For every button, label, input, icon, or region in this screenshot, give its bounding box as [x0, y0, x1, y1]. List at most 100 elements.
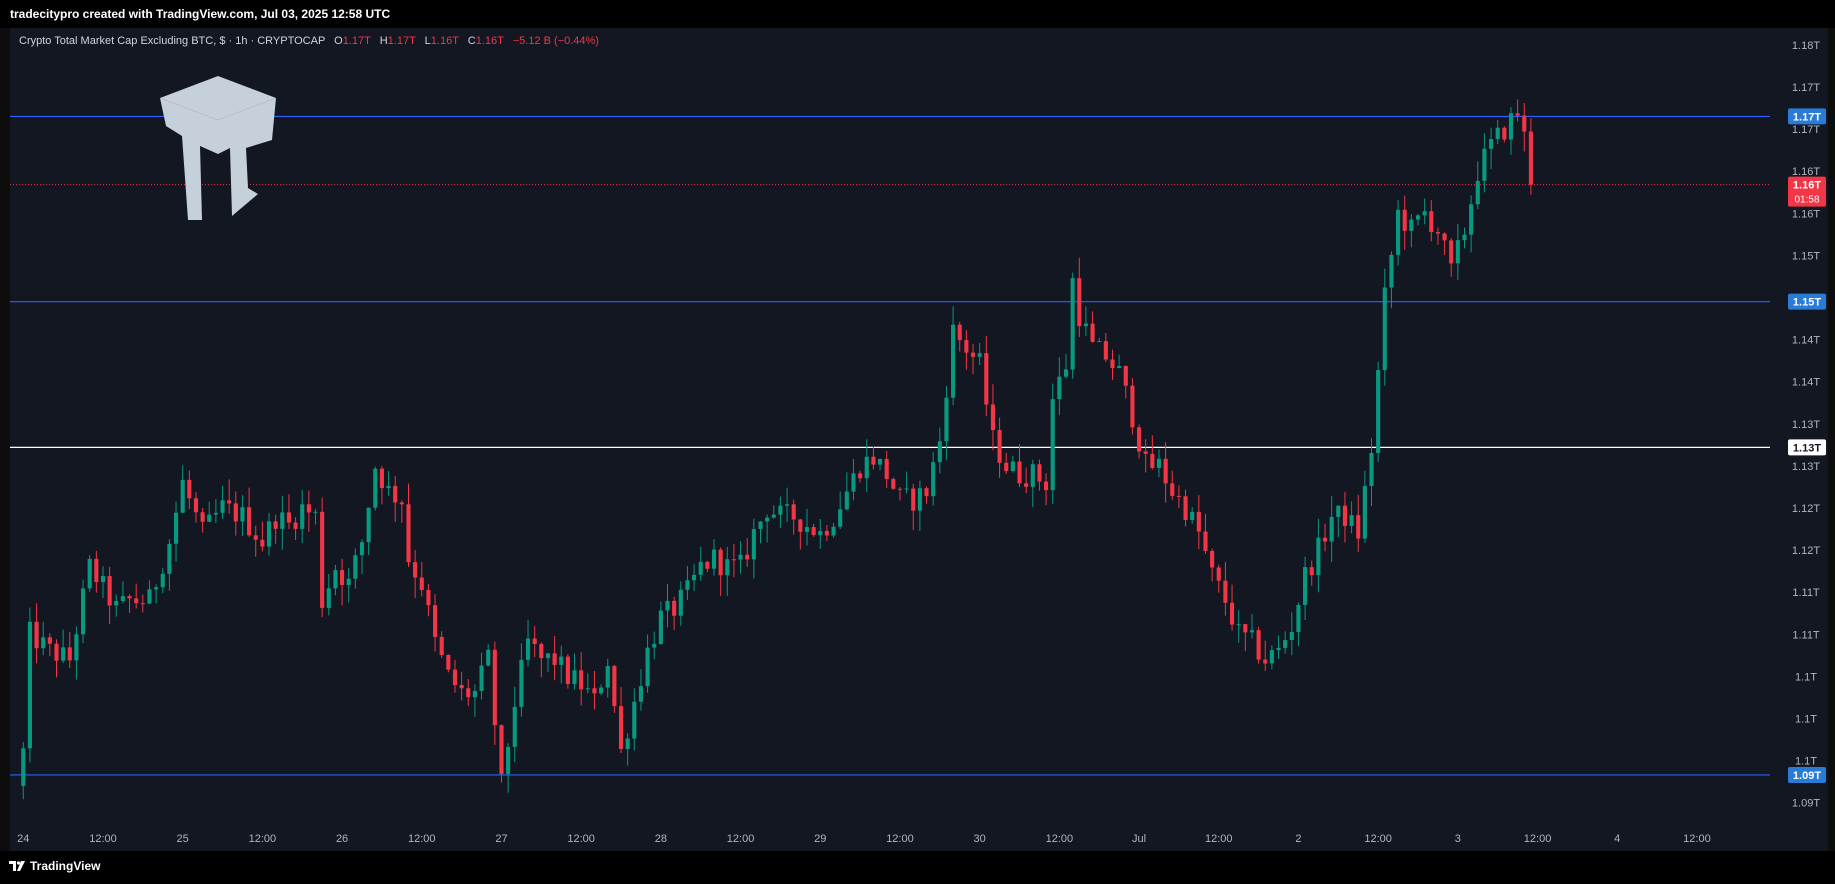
level-badge[interactable]: 1.13T — [1788, 439, 1826, 456]
candle — [745, 538, 750, 567]
candle-body — [851, 473, 856, 492]
candle-body — [751, 529, 756, 560]
candle-body — [1229, 602, 1235, 625]
candle-body — [705, 561, 710, 569]
candle-body — [1442, 233, 1447, 241]
candle-body — [731, 559, 736, 561]
candle — [359, 539, 365, 574]
level-badge[interactable]: 1.17T — [1788, 108, 1826, 125]
candle-body — [1435, 232, 1440, 234]
x-tick-label: 12:00 — [1046, 833, 1074, 845]
candle-body — [1123, 365, 1128, 386]
candle-body — [479, 665, 484, 691]
candle — [293, 517, 298, 541]
candle-body — [1469, 204, 1474, 235]
candle — [446, 654, 451, 673]
candle-body — [413, 562, 418, 578]
tradingview-brand[interactable]: TradingView — [9, 859, 100, 873]
candle-body — [1349, 515, 1354, 526]
candle — [1396, 200, 1401, 266]
candle — [678, 581, 683, 626]
last-price-badge-bg — [1788, 176, 1826, 207]
candle — [652, 631, 657, 660]
candle-body — [658, 610, 663, 644]
candle-body — [80, 588, 86, 635]
x-tick-label: 30 — [974, 833, 986, 845]
candle — [718, 547, 723, 596]
candle — [1349, 501, 1354, 534]
candle-body — [286, 512, 292, 523]
candle — [260, 521, 265, 552]
candle-body — [1044, 481, 1049, 491]
chart-area[interactable]: 1.18T1.17T1.17T1.16T1.16T1.15T1.15T1.14T… — [10, 28, 1828, 851]
candle — [472, 684, 477, 717]
x-tick-label: 12:00 — [886, 833, 914, 845]
candle-body — [1396, 209, 1401, 255]
candle-body — [1303, 567, 1308, 605]
candle — [180, 465, 185, 514]
candle-body — [240, 507, 245, 522]
candle — [306, 490, 311, 532]
candle-body — [579, 670, 584, 690]
candle-body — [1024, 483, 1029, 487]
high-key: H — [379, 35, 388, 47]
candle-body — [432, 605, 438, 637]
level-badge[interactable]: 1.09T — [1788, 766, 1826, 783]
candle — [539, 642, 544, 678]
candle-body — [187, 479, 192, 499]
candle — [565, 654, 570, 689]
candle — [127, 594, 132, 613]
candle — [1090, 311, 1095, 343]
x-tick-label: 12:00 — [1364, 833, 1392, 845]
candle — [525, 619, 531, 667]
candle — [977, 342, 982, 366]
candle — [1196, 494, 1201, 550]
candle-body — [1309, 567, 1314, 576]
candle — [1276, 635, 1281, 659]
candle-body — [811, 527, 816, 536]
candle — [213, 499, 218, 523]
candle-body — [340, 570, 345, 586]
level-badge[interactable]: 1.15T — [1788, 293, 1826, 310]
candle-body — [585, 688, 590, 690]
candle-body — [1269, 650, 1274, 664]
candle — [512, 686, 517, 762]
candle — [884, 450, 889, 488]
candle — [1482, 133, 1487, 193]
candle — [831, 522, 836, 538]
candle-body — [844, 491, 849, 510]
candle-body — [804, 527, 810, 532]
candle — [911, 483, 916, 531]
candle — [492, 641, 497, 745]
change-value: −5.12 B (−0.44%) — [512, 35, 599, 47]
candlestick-chart-svg[interactable]: 1.18T1.17T1.17T1.16T1.16T1.15T1.15T1.14T… — [10, 28, 1828, 851]
y-tick-label: 1.18T — [1792, 40, 1820, 52]
candle — [346, 567, 351, 603]
candle-body — [1283, 640, 1288, 648]
candle-body — [545, 653, 551, 659]
candle-body — [1070, 278, 1075, 370]
candle-body — [1289, 632, 1294, 641]
candle-body — [665, 600, 670, 611]
candle-body — [439, 636, 444, 655]
candle — [970, 344, 976, 375]
x-tick-label: 26 — [336, 833, 348, 845]
candle — [227, 479, 232, 514]
candle — [419, 562, 424, 597]
candle-body — [100, 576, 106, 583]
candle-body — [1522, 115, 1527, 132]
price-axis: 1.18T1.17T1.17T1.16T1.16T1.15T1.15T1.14T… — [1792, 40, 1820, 810]
candle-body — [353, 555, 358, 579]
candle — [917, 480, 922, 531]
x-tick-label: 12:00 — [408, 833, 436, 845]
candle — [94, 550, 99, 593]
x-tick-label: 12:00 — [249, 833, 277, 845]
candle-body — [539, 644, 544, 659]
candle-body — [41, 637, 46, 649]
low-value: 1.16T — [430, 35, 459, 47]
candle-body — [612, 666, 617, 707]
x-tick-label: 4 — [1614, 833, 1620, 845]
y-tick-label: 1.15T — [1792, 250, 1820, 262]
candle-body — [1136, 427, 1142, 452]
candle — [1389, 251, 1394, 309]
